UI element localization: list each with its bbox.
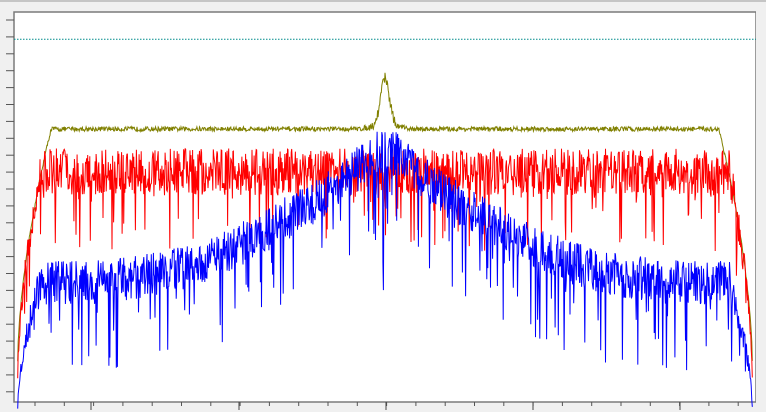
series-line [17, 72, 753, 362]
right-panel-edge [756, 0, 766, 412]
series-layer [17, 72, 753, 409]
x-axis-ticks [34, 402, 739, 410]
y-axis-ticks [6, 19, 14, 393]
series-line [17, 131, 753, 409]
